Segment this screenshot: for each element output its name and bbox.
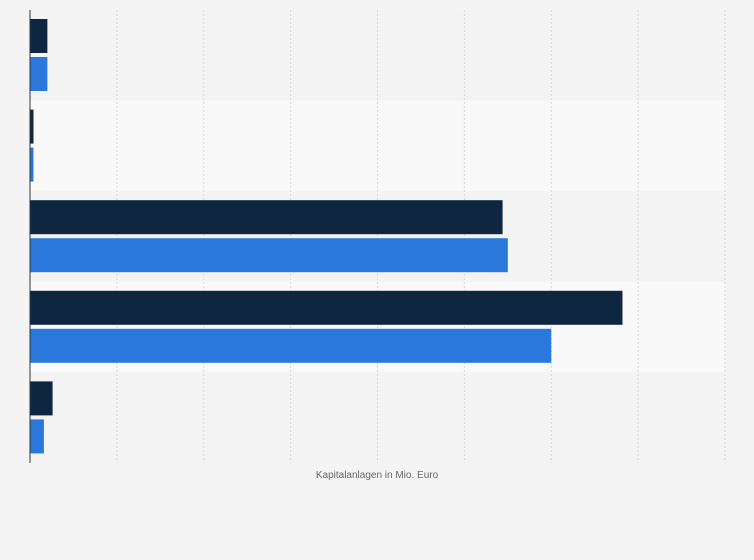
- bar-series-2-category-2[interactable]: [30, 147, 34, 182]
- bar-series-2-category-4[interactable]: [30, 328, 552, 363]
- bar-series-2-category-3[interactable]: [30, 238, 508, 273]
- bar-series-1-category-1[interactable]: [30, 19, 48, 53]
- bar-series-2-category-5[interactable]: [30, 419, 44, 454]
- category-band: [30, 372, 725, 463]
- bar-series-1-category-3[interactable]: [30, 200, 503, 235]
- x-axis-title: Kapitalanlagen in Mio. Euro: [316, 470, 439, 481]
- bar-series-1-category-5[interactable]: [30, 381, 53, 416]
- bar-series-2-category-1[interactable]: [30, 57, 48, 91]
- bar-series-1-category-2[interactable]: [30, 109, 34, 144]
- bar-series-1-category-4[interactable]: [30, 290, 623, 325]
- bars: [30, 19, 623, 454]
- grid-lines: [116, 10, 726, 463]
